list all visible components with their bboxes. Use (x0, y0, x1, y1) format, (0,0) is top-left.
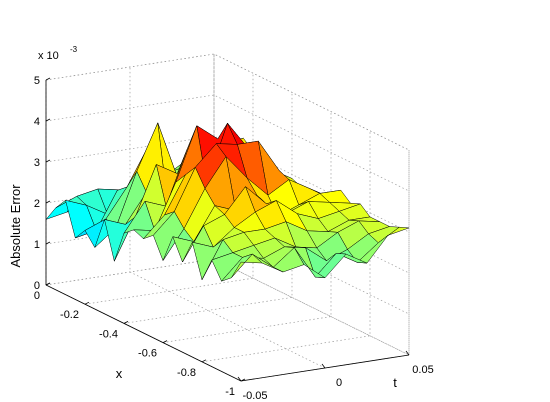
z-gridline (45, 94, 410, 192)
z-multiplier-label: x 10 (38, 50, 59, 62)
z-tick-mark (45, 77, 51, 81)
axis-ticks: 0 1 2 3 4 5 0 -0.2 -0.4 -0.6 -0.8 -1 -0.05 0 0.05 (34, 75, 434, 402)
z-tick-label: 3 (34, 157, 40, 169)
x-tick-mark (45, 282, 51, 286)
t-tick-label: 0 (336, 377, 342, 389)
error-surface (45, 122, 410, 282)
t-tick-mark (237, 376, 242, 382)
t-tick-label: -0.05 (242, 390, 267, 402)
z-tick-label: 0 (34, 280, 40, 292)
t-tick-mark (321, 363, 326, 369)
x-tick-mark (201, 359, 207, 363)
z-tick-label: 5 (34, 75, 40, 87)
x-gridline (162, 111, 332, 343)
x-gridline (123, 92, 293, 324)
surface-patch (231, 253, 263, 279)
x-tick-label: 0 (34, 290, 40, 302)
z-tick-mark (45, 118, 51, 122)
x-gridline (84, 73, 254, 305)
x-tick-label: -1 (225, 386, 235, 398)
x-tick-mark (240, 378, 246, 382)
z-tick-label: 1 (34, 239, 40, 251)
x-tick-label: -0.8 (177, 367, 196, 379)
t-tick-label: 0.05 (412, 364, 433, 376)
x-gridline (201, 130, 371, 363)
t-axis-title: t (393, 375, 397, 390)
x-gridline (45, 54, 215, 286)
box-top-edge (45, 53, 410, 151)
x-axis-line (45, 284, 242, 382)
x-tick-mark (84, 301, 90, 305)
z-tick-mark (45, 241, 51, 245)
z-multiplier-exponent: -3 (70, 45, 78, 54)
z-gridline (45, 135, 410, 233)
x-tick-label: -0.4 (99, 328, 118, 340)
t-tick-mark (405, 350, 410, 356)
x-tick-mark (162, 340, 168, 343)
z-tick-label: 4 (34, 116, 40, 128)
x-axis-title: x (116, 366, 123, 381)
z-axis-title: Absolute Error (8, 184, 23, 268)
x-tick-label: -0.6 (138, 348, 157, 360)
z-tick-label: 2 (34, 198, 40, 210)
x-tick-mark (123, 321, 129, 324)
t-gridline (129, 67, 326, 369)
z-tick-mark (45, 200, 51, 204)
z-tick-mark (45, 159, 51, 163)
x-tick-label: -0.2 (60, 309, 79, 321)
